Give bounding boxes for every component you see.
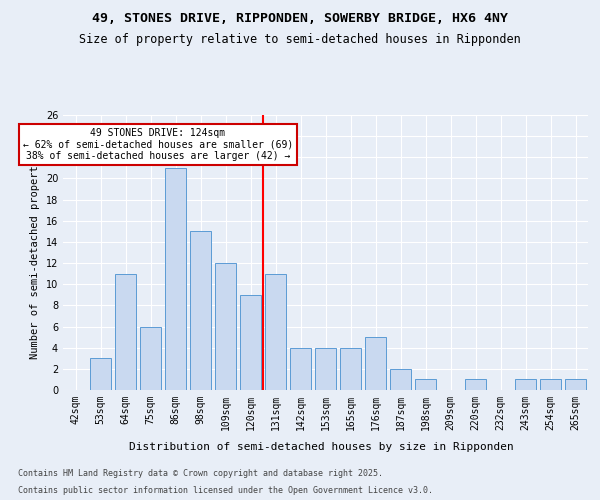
Bar bbox=[315, 348, 336, 390]
Text: 49 STONES DRIVE: 124sqm
← 62% of semi-detached houses are smaller (69)
38% of se: 49 STONES DRIVE: 124sqm ← 62% of semi-de… bbox=[23, 128, 293, 161]
Bar bbox=[515, 380, 536, 390]
Bar bbox=[165, 168, 186, 390]
Text: Contains public sector information licensed under the Open Government Licence v3: Contains public sector information licen… bbox=[18, 486, 433, 495]
Bar bbox=[290, 348, 311, 390]
Bar bbox=[415, 380, 436, 390]
Text: Contains HM Land Registry data © Crown copyright and database right 2025.: Contains HM Land Registry data © Crown c… bbox=[18, 468, 383, 477]
Bar bbox=[365, 337, 386, 390]
Text: 49, STONES DRIVE, RIPPONDEN, SOWERBY BRIDGE, HX6 4NY: 49, STONES DRIVE, RIPPONDEN, SOWERBY BRI… bbox=[92, 12, 508, 26]
Bar bbox=[565, 380, 586, 390]
Bar bbox=[190, 232, 211, 390]
Text: Size of property relative to semi-detached houses in Ripponden: Size of property relative to semi-detach… bbox=[79, 32, 521, 46]
Bar bbox=[265, 274, 286, 390]
Bar bbox=[215, 263, 236, 390]
Bar bbox=[540, 380, 561, 390]
Bar bbox=[465, 380, 486, 390]
Text: Distribution of semi-detached houses by size in Ripponden: Distribution of semi-detached houses by … bbox=[128, 442, 514, 452]
Y-axis label: Number of semi-detached properties: Number of semi-detached properties bbox=[30, 146, 40, 359]
Bar bbox=[115, 274, 136, 390]
Bar bbox=[90, 358, 111, 390]
Bar bbox=[140, 326, 161, 390]
Bar bbox=[240, 295, 261, 390]
Bar bbox=[340, 348, 361, 390]
Bar bbox=[390, 369, 411, 390]
